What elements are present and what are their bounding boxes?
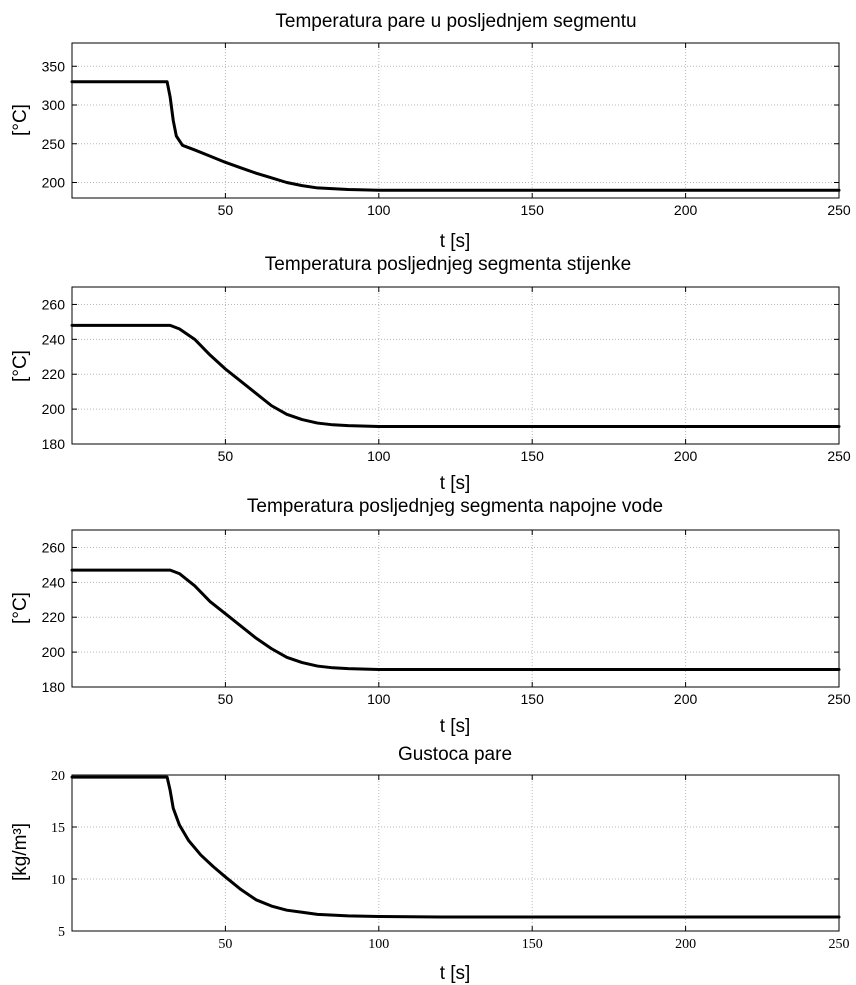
x-tick-label: 100 xyxy=(367,691,391,707)
y-tick-label: 20 xyxy=(51,769,65,784)
panel-2-frame xyxy=(71,286,840,445)
y-tick-label: 250 xyxy=(42,136,66,152)
panel-2-title: Temperatura posljednjeg segmenta stijenk… xyxy=(265,254,632,275)
x-tick-label: 50 xyxy=(218,937,232,952)
x-tick-label: 150 xyxy=(521,448,545,464)
panel-3-xlabel: t [s] xyxy=(440,716,471,737)
panel-4-ticks: 50 100 150 200 250 5 10 15 20 xyxy=(51,769,850,952)
y-tick-label: 15 xyxy=(51,821,65,836)
x-tick-label: 100 xyxy=(368,937,389,952)
x-tick-label: 250 xyxy=(827,202,851,218)
panel-3: Temperatura posljednjeg segmenta napojne… xyxy=(10,496,851,737)
panel-3-ticks: 50 100 150 200 250 180 200 220 240 260 xyxy=(42,530,851,707)
panel-3-ylabel: [°C] xyxy=(10,592,31,624)
panel-2-series-line xyxy=(70,323,841,429)
y-tick-label: 260 xyxy=(42,539,66,555)
panel-3-frame xyxy=(71,529,840,688)
y-tick-label: 200 xyxy=(42,175,66,191)
y-tick-label: 260 xyxy=(42,296,66,312)
panel-3-title: Temperatura posljednjeg segmenta napojne… xyxy=(247,496,663,517)
panel-2-ylabel: [°C] xyxy=(10,350,31,382)
panel-4-ylabel: [kg/m³] xyxy=(10,823,31,881)
y-tick-label: 5 xyxy=(58,925,65,940)
panel-4-frame xyxy=(71,774,840,932)
y-tick-label: 300 xyxy=(42,97,66,113)
y-tick-label: 200 xyxy=(42,401,66,417)
y-tick-label: 350 xyxy=(42,58,66,74)
y-tick-label: 180 xyxy=(42,679,66,695)
x-tick-label: 200 xyxy=(674,448,698,464)
x-tick-label: 150 xyxy=(521,691,545,707)
x-tick-label: 200 xyxy=(674,691,698,707)
panel-1-frame xyxy=(71,42,840,199)
x-tick-label: 50 xyxy=(218,202,234,218)
x-tick-label: 50 xyxy=(218,448,234,464)
panel-4-series-line xyxy=(70,775,841,919)
x-tick-label: 100 xyxy=(367,202,391,218)
panel-2: Temperatura posljednjeg segmenta stijenk… xyxy=(10,254,851,494)
panel-4-title: Gustoca pare xyxy=(398,744,512,765)
panel-2-ticks: 50 100 150 200 250 180 200 220 240 260 xyxy=(42,287,851,464)
panel-4-grid xyxy=(72,775,839,931)
panel-1-title: Temperatura pare u posljednjem segmentu xyxy=(275,11,636,32)
panel-1-grid xyxy=(72,43,839,198)
panel-1: Temperatura pare u posljednjem segmentu … xyxy=(10,11,851,252)
x-tick-label: 250 xyxy=(827,448,851,464)
y-tick-label: 240 xyxy=(42,331,66,347)
y-tick-label: 10 xyxy=(51,873,65,888)
x-tick-label: 50 xyxy=(218,691,234,707)
y-tick-label: 220 xyxy=(42,366,66,382)
panel-2-xlabel: t [s] xyxy=(440,473,471,494)
panel-3-grid xyxy=(72,530,839,687)
x-tick-label: 150 xyxy=(522,937,543,952)
y-tick-label: 200 xyxy=(42,644,66,660)
panel-4: Gustoca pare 50 100 150 200 250 5 10 15 20 [kg/m… xyxy=(10,744,850,984)
x-tick-label: 200 xyxy=(675,937,696,952)
y-tick-label: 180 xyxy=(42,436,66,452)
x-tick-label: 250 xyxy=(829,937,850,952)
panel-4-xlabel: t [s] xyxy=(440,963,471,984)
y-tick-label: 220 xyxy=(42,609,66,625)
panel-3-series-line xyxy=(70,568,841,672)
panel-1-xlabel: t [s] xyxy=(440,231,471,252)
x-tick-label: 150 xyxy=(521,202,545,218)
panel-1-ylabel: [°C] xyxy=(10,104,31,136)
panel-1-ticks: 50 100 150 200 250 200 250 300 350 xyxy=(42,43,851,218)
x-tick-label: 100 xyxy=(367,448,391,464)
y-tick-label: 240 xyxy=(42,574,66,590)
x-tick-label: 200 xyxy=(674,202,698,218)
panel-2-grid xyxy=(72,287,839,444)
panel-1-series-line xyxy=(70,80,841,192)
x-tick-label: 250 xyxy=(827,691,851,707)
